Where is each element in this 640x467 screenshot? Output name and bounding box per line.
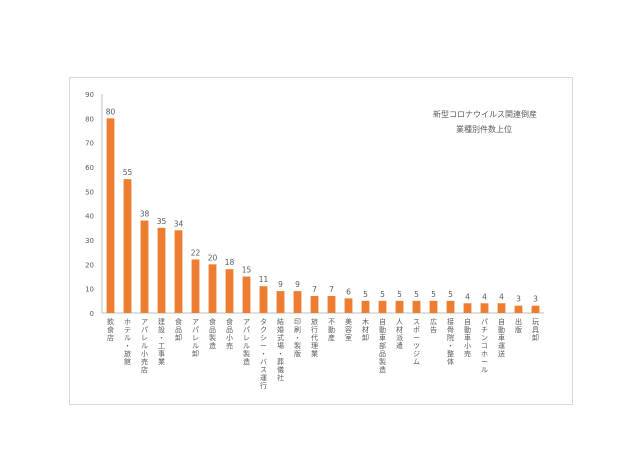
x-tick-label: 出版: [515, 317, 522, 334]
bar-chart: 010203040506070809080飲食店55ホテル・旅館38アパレル小売…: [85, 91, 544, 390]
bar: [259, 286, 268, 313]
data-label: 5: [397, 290, 402, 299]
bar: [412, 300, 421, 313]
x-tick-label: スポーツジム: [413, 318, 420, 366]
data-label: 5: [414, 290, 419, 299]
data-label: 5: [380, 290, 385, 299]
x-tick-label: アパレル卸: [192, 318, 199, 358]
bar: [378, 300, 387, 313]
data-label: 20: [208, 253, 218, 262]
data-label: 35: [157, 217, 167, 226]
x-tick-label: 結婚式場・葬儀社: [277, 317, 284, 382]
x-tick-label: アパレル小売店: [141, 318, 148, 374]
x-tick-label: 不動産: [328, 318, 335, 342]
data-label: 80: [106, 107, 116, 116]
x-tick-label: アパレル製造: [243, 318, 250, 366]
x-tick-label: 旅行代理業: [311, 317, 318, 358]
data-label: 7: [312, 285, 317, 294]
data-label: 4: [482, 292, 487, 301]
bar: [446, 300, 455, 313]
x-tick-label: 飲食店: [107, 317, 114, 342]
data-label: 5: [431, 290, 436, 299]
x-tick-label: 自動車運送: [498, 317, 505, 358]
x-tick-label: 自動車小売: [464, 317, 471, 358]
chart-title-line-2: 業種別件数上位: [456, 124, 512, 135]
y-tick-label: 40: [85, 213, 94, 221]
data-label: 34: [174, 219, 184, 228]
x-tick-label: 広告: [430, 317, 437, 334]
y-tick-label: 30: [85, 237, 94, 245]
data-label: 7: [329, 285, 334, 294]
bar: [480, 303, 489, 313]
data-label: 3: [516, 295, 521, 304]
y-tick-label: 10: [85, 286, 94, 294]
y-tick-label: 70: [85, 140, 94, 148]
x-tick-label: 木材卸: [362, 317, 369, 342]
data-label: 22: [191, 248, 201, 257]
y-tick-label: 0: [90, 310, 94, 318]
y-tick-label: 50: [85, 188, 94, 196]
y-tick-label: 90: [85, 91, 94, 99]
bar: [208, 264, 217, 313]
bar: [106, 118, 115, 313]
bar: [361, 300, 370, 313]
bar: [514, 305, 523, 313]
bar: [276, 291, 285, 313]
data-label: 5: [363, 290, 368, 299]
bar: [310, 295, 319, 313]
bar: [157, 227, 166, 313]
bar: [344, 298, 353, 313]
bar: [140, 220, 149, 313]
x-tick-label: ホテル・旅館: [124, 318, 131, 366]
data-label: 9: [278, 280, 283, 289]
x-tick-label: 人材派遣: [396, 318, 403, 350]
y-tick-label: 20: [85, 261, 94, 269]
bar: [531, 305, 540, 313]
x-tick-label: 自動車部品製造: [379, 317, 386, 374]
x-tick-label: パチンコホール: [481, 318, 488, 374]
data-label: 11: [259, 275, 269, 284]
x-tick-label: 美容室: [345, 317, 352, 342]
data-label: 5: [448, 290, 453, 299]
bar: [497, 303, 506, 313]
bar: [191, 259, 200, 313]
bar: [327, 295, 336, 313]
x-tick-label: 食品製造: [209, 317, 216, 350]
data-label: 38: [140, 210, 150, 219]
data-label: 55: [123, 168, 133, 177]
bar: [463, 303, 472, 313]
x-tick-label: タクシー・バス運行: [260, 317, 267, 390]
data-label: 3: [533, 295, 538, 304]
data-label: 4: [465, 292, 470, 301]
x-tick-label: 接骨院・整体: [447, 317, 454, 366]
x-tick-label: 食品卸: [175, 317, 182, 342]
data-label: 18: [225, 258, 235, 267]
y-tick-label: 80: [85, 115, 94, 123]
bar: [174, 230, 183, 313]
data-label: 6: [346, 287, 351, 296]
data-label: 15: [242, 266, 252, 275]
x-tick-label: 食品小売: [226, 317, 233, 350]
data-label: 9: [295, 280, 300, 289]
bar: [225, 269, 234, 313]
x-tick-label: 玩具卸: [532, 318, 539, 342]
bar: [123, 179, 132, 313]
y-tick-label: 60: [85, 164, 94, 172]
chart-title-line-1: 新型コロナウイルス関連倒産: [433, 109, 537, 120]
bar: [242, 276, 251, 313]
bar: [429, 300, 438, 313]
data-label: 4: [499, 292, 504, 301]
bar: [293, 291, 302, 313]
bar: [395, 300, 404, 313]
chart-frame: 0 10 20 30 40 50 60 70 80 90 80 飲食店 55 ホテル・旅館 38 アパレル小売…: [69, 77, 573, 405]
x-tick-label: 建設・工事業: [158, 317, 165, 366]
x-tick-label: 印刷・製版: [294, 318, 301, 358]
